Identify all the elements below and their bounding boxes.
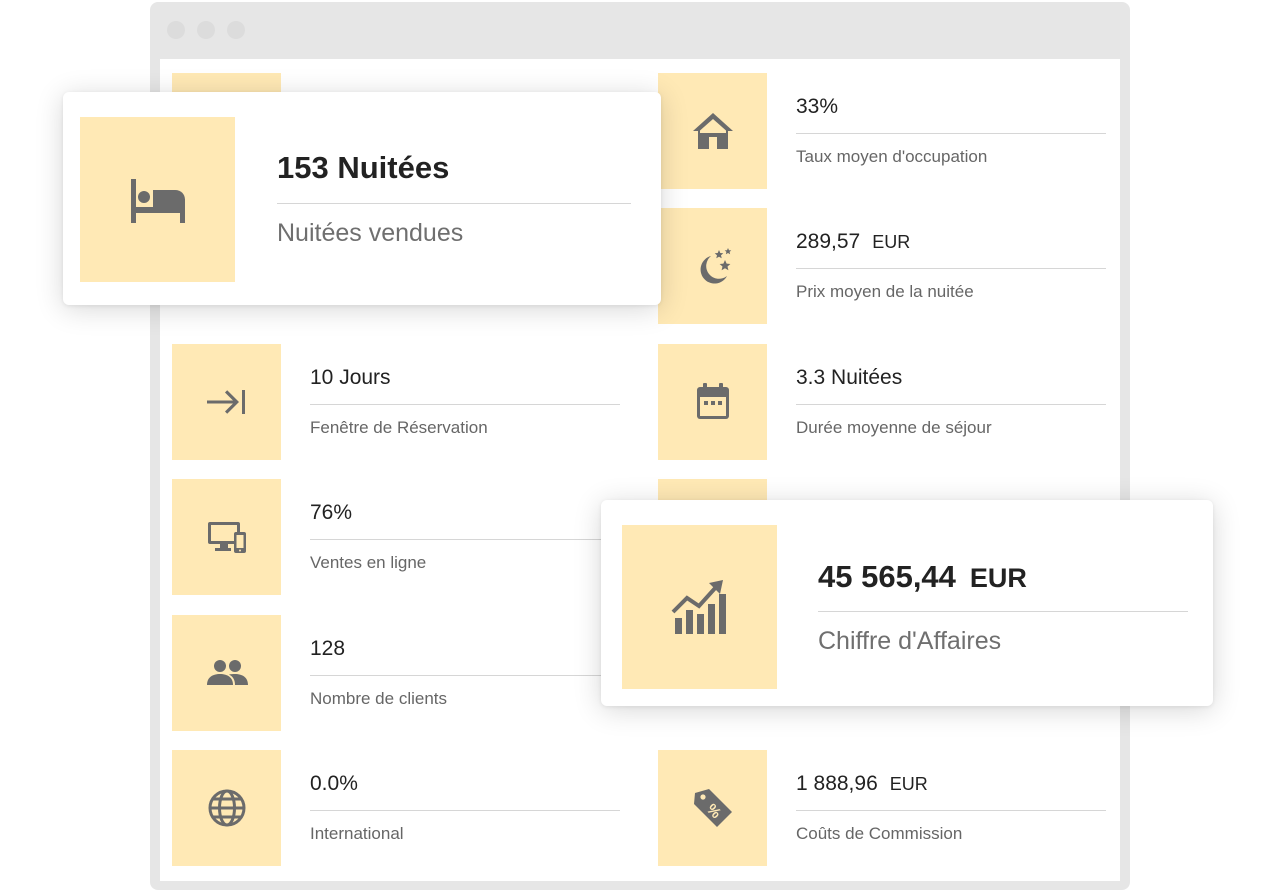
tile-value: 76% (310, 501, 353, 524)
divider (796, 404, 1106, 405)
divider (310, 675, 620, 676)
moon-stars-icon (658, 208, 767, 324)
card-value: 45 565,44 EUR (818, 559, 1027, 595)
card-label: Nuitées vendues (277, 219, 464, 247)
divider (277, 203, 631, 204)
card-value: 153 Nuitées (277, 150, 450, 185)
tile-occupancy: 33% Taux moyen d'occupation (658, 73, 1118, 189)
bed-icon (80, 117, 235, 282)
tile-value-unit: EUR (889, 774, 928, 794)
devices-icon (172, 479, 281, 595)
tile-label: Durée moyenne de séjour (796, 418, 992, 437)
tile-value-number: 289,57 (796, 230, 861, 253)
arrow-to-bar-icon (172, 344, 281, 460)
tile-clients: 128 Nombre de clients (172, 615, 632, 731)
divider (310, 404, 620, 405)
highlight-card-nights-sold: 153 Nuitées Nuitées vendues (63, 92, 661, 305)
tile-value-unit: EUR (872, 232, 911, 252)
divider (310, 810, 620, 811)
percent-tag-icon: % (658, 750, 767, 866)
tile-label: Nombre de clients (310, 689, 448, 708)
window-close-dot[interactable] (167, 21, 185, 39)
card-value-unit: EUR (969, 563, 1027, 593)
tile-value-number: 1 888,96 (796, 772, 878, 795)
tile-commission: % 1 888,96 EUR Coûts de Commission (658, 750, 1118, 866)
globe-icon (172, 750, 281, 866)
calendar-icon (658, 344, 767, 460)
divider (796, 133, 1106, 134)
tile-label: Prix moyen de la nuitée (796, 282, 974, 301)
tile-average-price: 289,57 EUR Prix moyen de la nuitée (658, 208, 1118, 324)
tile-value: 3.3 Nuitées (796, 366, 903, 389)
people-icon (172, 615, 281, 731)
tile-label: International (310, 824, 404, 843)
tile-value: 128 (310, 637, 346, 660)
tile-booking-window: 10 Jours Fenêtre de Réservation (172, 344, 632, 460)
tile-label: Taux moyen d'occupation (796, 147, 988, 166)
divider (818, 611, 1188, 612)
highlight-card-revenue: 45 565,44 EUR Chiffre d'Affaires (601, 500, 1213, 706)
tile-online-sales: 76% Ventes en ligne (172, 479, 632, 595)
tile-label: Fenêtre de Réservation (310, 418, 488, 437)
tile-average-stay: 3.3 Nuitées Durée moyenne de séjour (658, 344, 1118, 460)
window-minimize-dot[interactable] (197, 21, 215, 39)
card-value-number: 45 565,44 (818, 559, 956, 594)
divider (796, 810, 1106, 811)
tile-label: Coûts de Commission (796, 824, 963, 843)
house-icon (658, 73, 767, 189)
bar-chart-up-icon (622, 525, 777, 689)
tile-value: 33% (796, 95, 839, 118)
divider (796, 268, 1106, 269)
tile-label: Ventes en ligne (310, 553, 427, 572)
tile-international: 0.0% International (172, 750, 632, 866)
tile-value: 1 888,96 EUR (796, 772, 928, 796)
tile-value: 289,57 EUR (796, 230, 910, 254)
card-label: Chiffre d'Affaires (818, 627, 1002, 655)
tile-value: 10 Jours (310, 366, 391, 389)
divider (310, 539, 620, 540)
tile-value: 0.0% (310, 772, 358, 795)
browser-titlebar (150, 2, 1130, 58)
window-maximize-dot[interactable] (227, 21, 245, 39)
